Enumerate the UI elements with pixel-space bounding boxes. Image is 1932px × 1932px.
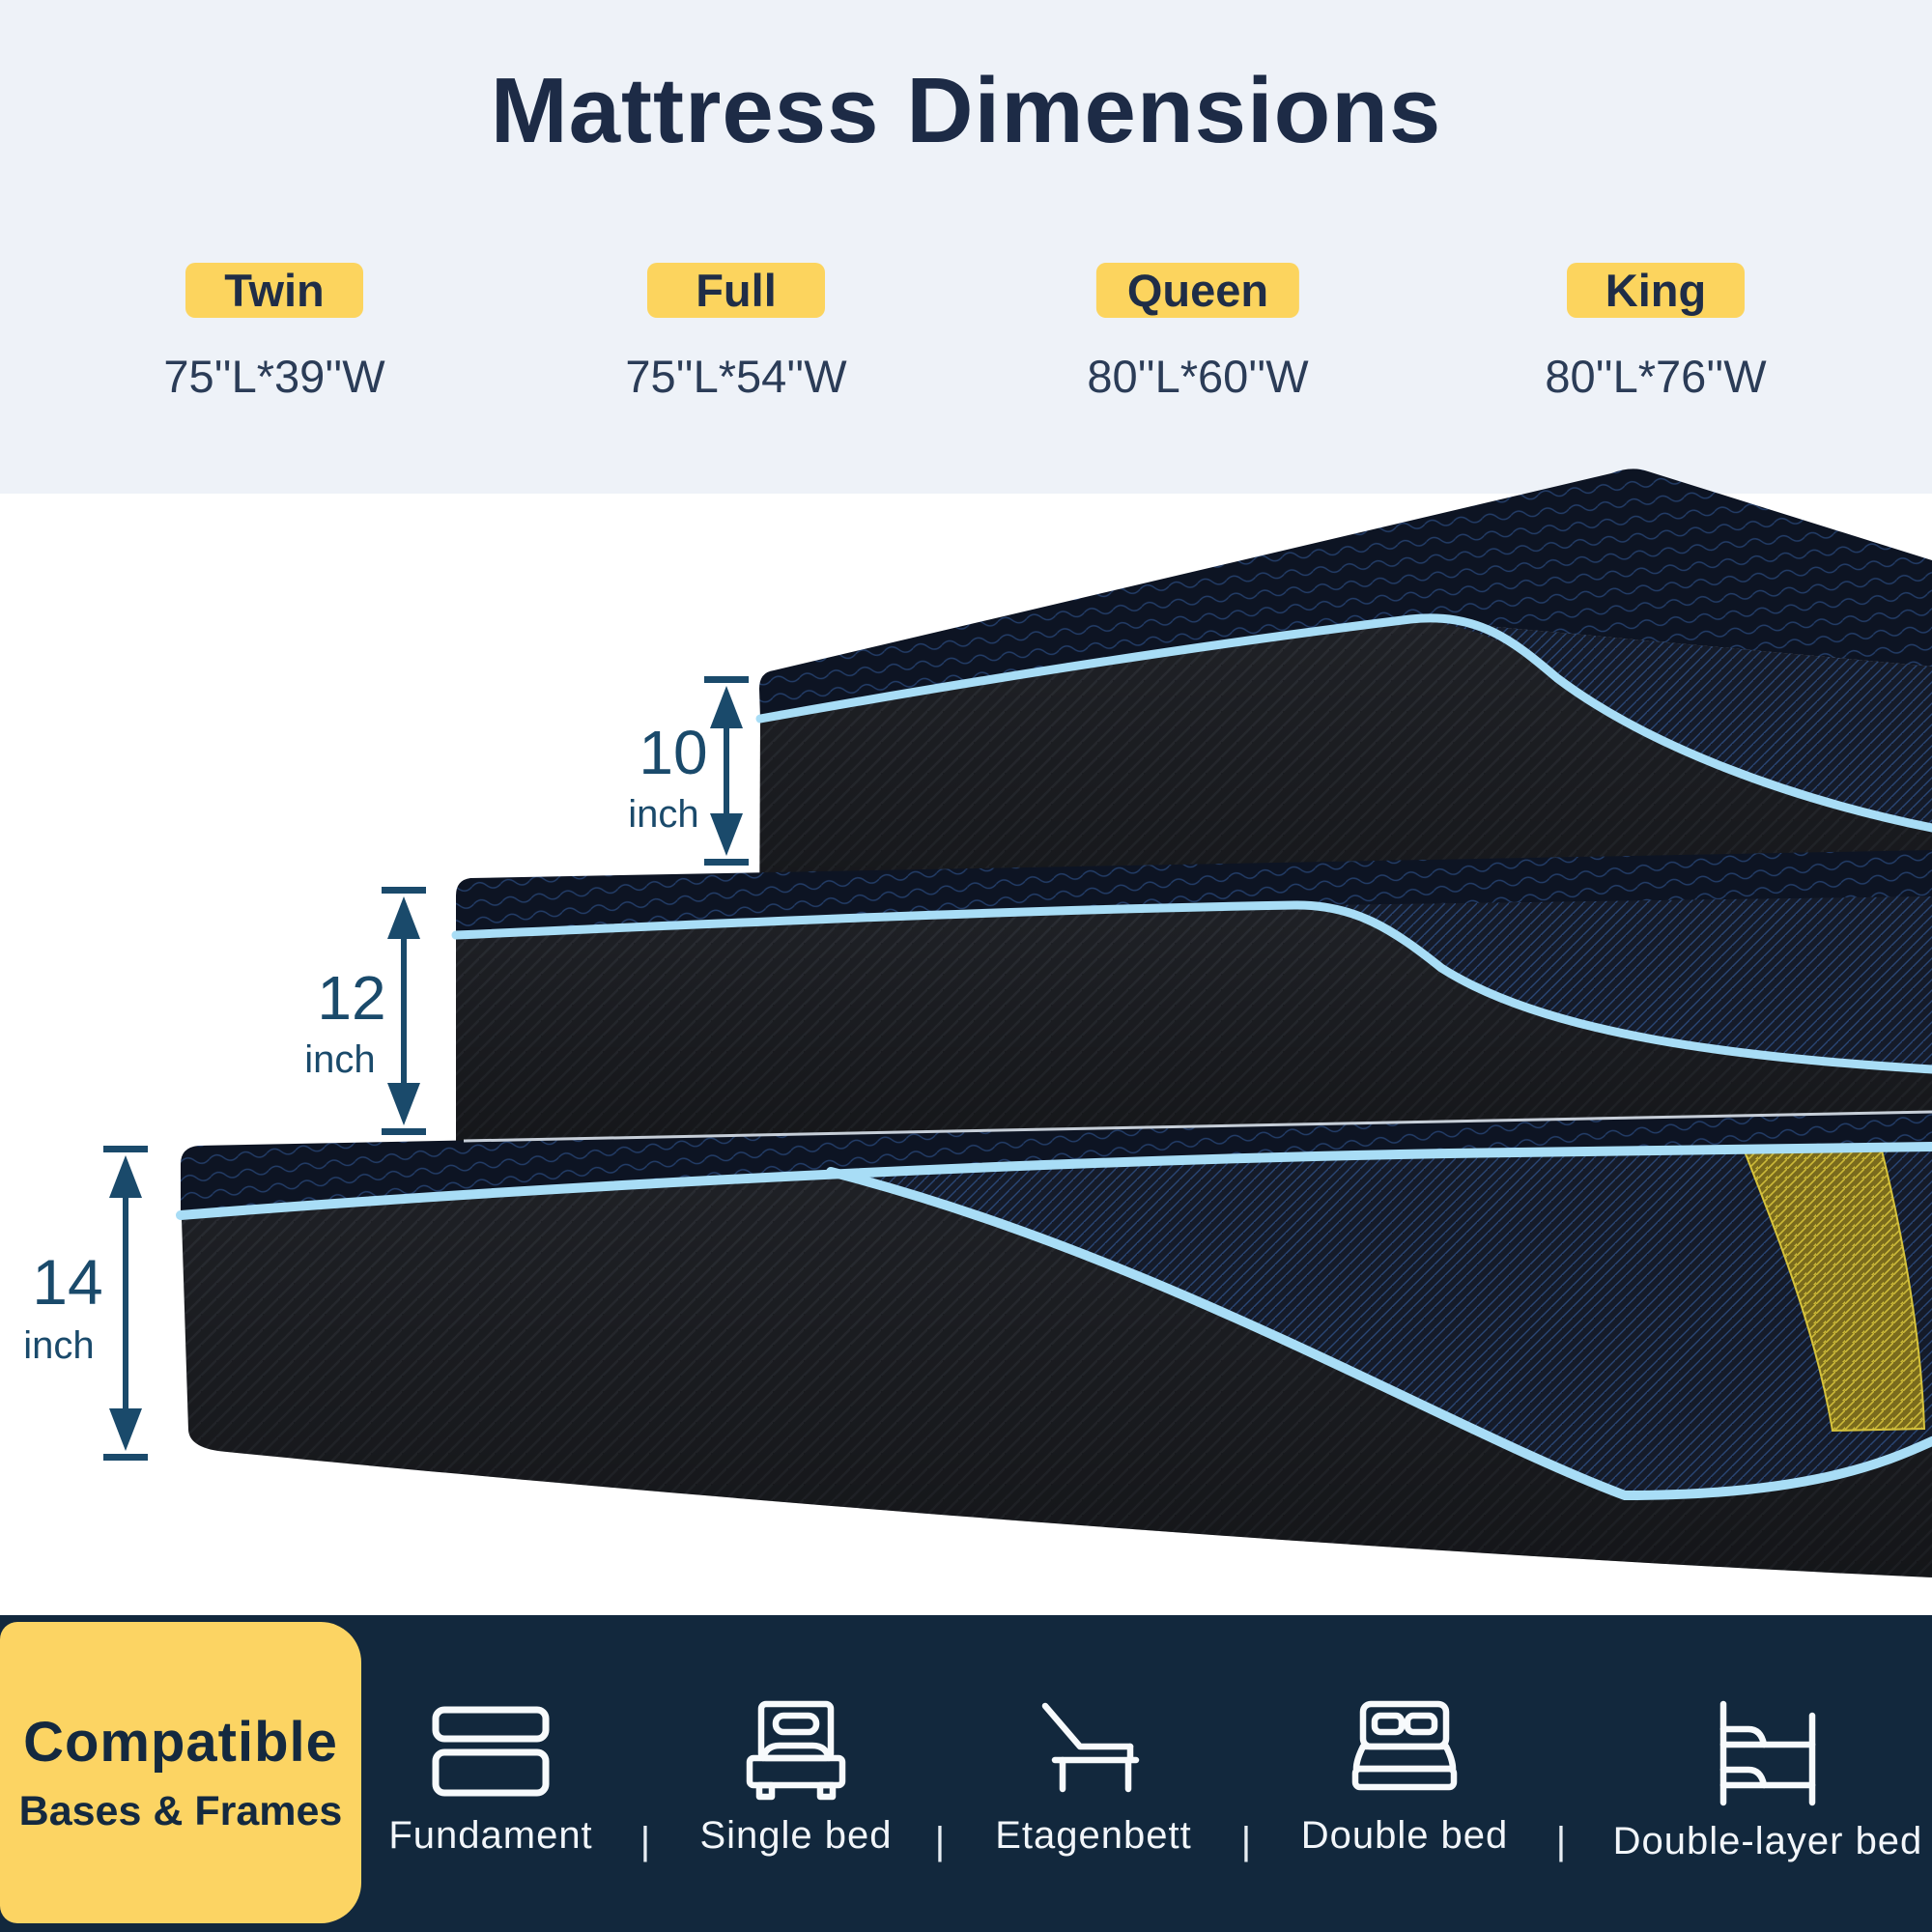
frame-item-single-bed: Single bed (632, 1700, 960, 1858)
bunk-bed-icon (1719, 1700, 1816, 1806)
mattress-10-right-panel (1410, 619, 1932, 827)
foundation-icon (432, 1706, 550, 1797)
frame-label: Single bed (699, 1814, 893, 1857)
separator: | (639, 1820, 651, 1862)
frame-item-double-layer-bed: Double-layer bed (1604, 1700, 1932, 1863)
mattress-12-piping (451, 900, 1932, 1074)
separator: | (934, 1820, 946, 1862)
mattress-12-inch (451, 850, 1932, 1164)
badge-title: Compatible (23, 1711, 338, 1774)
height-unit-12: inch (304, 1038, 375, 1081)
frame-item-double-bed: Double bed (1240, 1700, 1569, 1858)
size-chip-twin: Twin (185, 263, 363, 318)
page-title: Mattress Dimensions (490, 59, 1442, 162)
height-label-14: 14 (32, 1246, 102, 1318)
header-band (0, 0, 1932, 494)
separator: | (1240, 1820, 1252, 1862)
height-label-10: 10 (639, 718, 707, 787)
footer-compatibility-bar: Compatible Bases & Frames Fundament Sing… (0, 1615, 1932, 1932)
height-arrow-10: 10 inch (628, 676, 749, 866)
height-arrow-14: 14 inch (23, 1146, 148, 1461)
mattress-14-right-panel (831, 1149, 1932, 1495)
size-dims-twin: 75''L*39''W (163, 351, 385, 402)
size-dims-king: 80''L*76''W (1545, 351, 1767, 402)
frame-item-fundament: Fundament (327, 1700, 655, 1858)
size-column-queen: Queen (1095, 263, 1300, 318)
size-dims-full: 75''L*54''W (625, 351, 847, 402)
compatible-badge: Compatible Bases & Frames (0, 1622, 361, 1923)
frame-label: Fundament (388, 1814, 593, 1857)
size-chip-queen: Queen (1095, 263, 1300, 318)
frame-label: Double-layer bed (1612, 1820, 1923, 1862)
height-label-12: 12 (317, 963, 385, 1033)
height-arrow-12: 12 inch (304, 887, 426, 1135)
size-dims-queen: 80''L*60''W (1087, 351, 1309, 402)
mattress-10-piping (755, 613, 1932, 833)
height-unit-14: inch (23, 1324, 94, 1367)
adjustable-bed-icon (1041, 1702, 1140, 1793)
mattress-14-sweep-piping (826, 1167, 1932, 1501)
frame-label: Double bed (1300, 1814, 1509, 1857)
frame-item-etagenbett: Etagenbett (929, 1700, 1258, 1858)
mattress-14-gold-stripe (1743, 1149, 1926, 1433)
size-chip-full: Full (647, 263, 825, 318)
height-unit-10: inch (628, 793, 698, 836)
mattress-14-back-edge-line (463, 1110, 1932, 1143)
double-bed-icon (1351, 1700, 1458, 1791)
mattress-12-right-panel (1326, 896, 1932, 1067)
mattress-10-top-face (759, 469, 1932, 719)
frame-label: Etagenbett (995, 1814, 1192, 1857)
size-column-full: Full (647, 263, 825, 318)
separator: | (1555, 1820, 1567, 1862)
mattress-12-top-face (456, 850, 1932, 935)
single-bed-icon (746, 1700, 846, 1801)
size-column-king: King (1567, 263, 1745, 318)
size-column-twin: Twin (185, 263, 363, 318)
mattress-14-inch (176, 1110, 1932, 1577)
badge-subtitle: Bases & Frames (18, 1788, 343, 1834)
size-chip-king: King (1567, 263, 1745, 318)
